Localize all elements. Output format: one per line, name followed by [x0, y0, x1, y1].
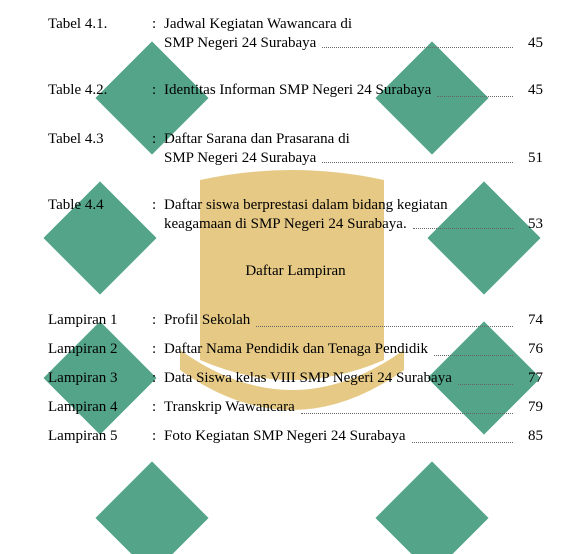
entry-page: 77 [519, 368, 543, 389]
entry-title: Daftar Sarana dan Prasarana di [164, 129, 350, 150]
colon: : [152, 14, 164, 35]
entry-title: Transkrip Wawancara [164, 397, 295, 418]
colon: : [152, 339, 164, 360]
table-row-cont: SMP Negeri 24 Surabaya 45 [48, 35, 543, 52]
leader-dots [413, 228, 513, 229]
entry-label: Table 4.2. [48, 80, 152, 101]
entry-page: 79 [519, 397, 543, 418]
entry-label: Tabel 4.3 [48, 129, 152, 150]
entry-label: Lampiran 2 [48, 339, 152, 360]
entry-page: 76 [519, 339, 543, 360]
colon: : [152, 426, 164, 447]
list-item: Lampiran 4 : Transkrip Wawancara 79 [48, 397, 543, 418]
entry-label: Lampiran 5 [48, 426, 152, 447]
toc-content: Tabel 4.1. : Jadwal Kegiatan Wawancara d… [0, 0, 583, 461]
leader-dots [301, 413, 513, 414]
entry-title-line2: SMP Negeri 24 Surabaya [164, 150, 316, 167]
entry-label: Tabel 4.1. [48, 14, 152, 35]
entry-page: 45 [519, 80, 543, 101]
leader-dots [256, 326, 513, 327]
entry-title-line2: keagamaan di SMP Negeri 24 Surabaya. [164, 216, 407, 233]
table-row-cont: SMP Negeri 24 Surabaya 51 [48, 150, 543, 167]
table-row-cont: keagamaan di SMP Negeri 24 Surabaya. 53 [48, 216, 543, 233]
list-item: Lampiran 5 : Foto Kegiatan SMP Negeri 24… [48, 426, 543, 447]
colon: : [152, 195, 164, 216]
section-heading: Daftar Lampiran [48, 263, 543, 280]
list-item: Lampiran 3 : Data Siswa kelas VIII SMP N… [48, 368, 543, 389]
entry-title: Profil Sekolah [164, 310, 250, 331]
leader-dots [412, 442, 514, 443]
entry-title: Jadwal Kegiatan Wawancara di [164, 14, 352, 35]
entry-page: 74 [519, 310, 543, 331]
entry-page: 45 [519, 35, 543, 52]
leader-dots [458, 384, 513, 385]
list-item: Lampiran 1 : Profil Sekolah 74 [48, 310, 543, 331]
entry-page: 53 [519, 216, 543, 233]
colon: : [152, 397, 164, 418]
entry-title-line2: SMP Negeri 24 Surabaya [164, 35, 316, 52]
table-row: Table 4.4 : Daftar siswa berprestasi dal… [48, 195, 543, 216]
entry-page: 85 [519, 426, 543, 447]
leader-dots [434, 355, 513, 356]
table-row: Table 4.2. : Identitas Informan SMP Nege… [48, 80, 543, 101]
leader-dots [322, 162, 513, 163]
colon: : [152, 129, 164, 150]
colon: : [152, 310, 164, 331]
entry-label: Lampiran 3 [48, 368, 152, 389]
entry-page: 51 [519, 150, 543, 167]
entry-label: Table 4.4 [48, 195, 152, 216]
entry-title: Identitas Informan SMP Negeri 24 Surabay… [164, 80, 431, 101]
colon: : [152, 368, 164, 389]
entry-title: Foto Kegiatan SMP Negeri 24 Surabaya [164, 426, 406, 447]
leader-dots [437, 96, 513, 97]
entry-title: Daftar Nama Pendidik dan Tenaga Pendidik [164, 339, 428, 360]
table-row: Tabel 4.3 : Daftar Sarana dan Prasarana … [48, 129, 543, 150]
entry-title: Daftar siswa berprestasi dalam bidang ke… [164, 195, 448, 216]
entry-label: Lampiran 4 [48, 397, 152, 418]
entry-label: Lampiran 1 [48, 310, 152, 331]
list-item: Lampiran 2 : Daftar Nama Pendidik dan Te… [48, 339, 543, 360]
leader-dots [322, 47, 513, 48]
colon: : [152, 80, 164, 101]
table-row: Tabel 4.1. : Jadwal Kegiatan Wawancara d… [48, 14, 543, 35]
entry-title: Data Siswa kelas VIII SMP Negeri 24 Sura… [164, 368, 452, 389]
